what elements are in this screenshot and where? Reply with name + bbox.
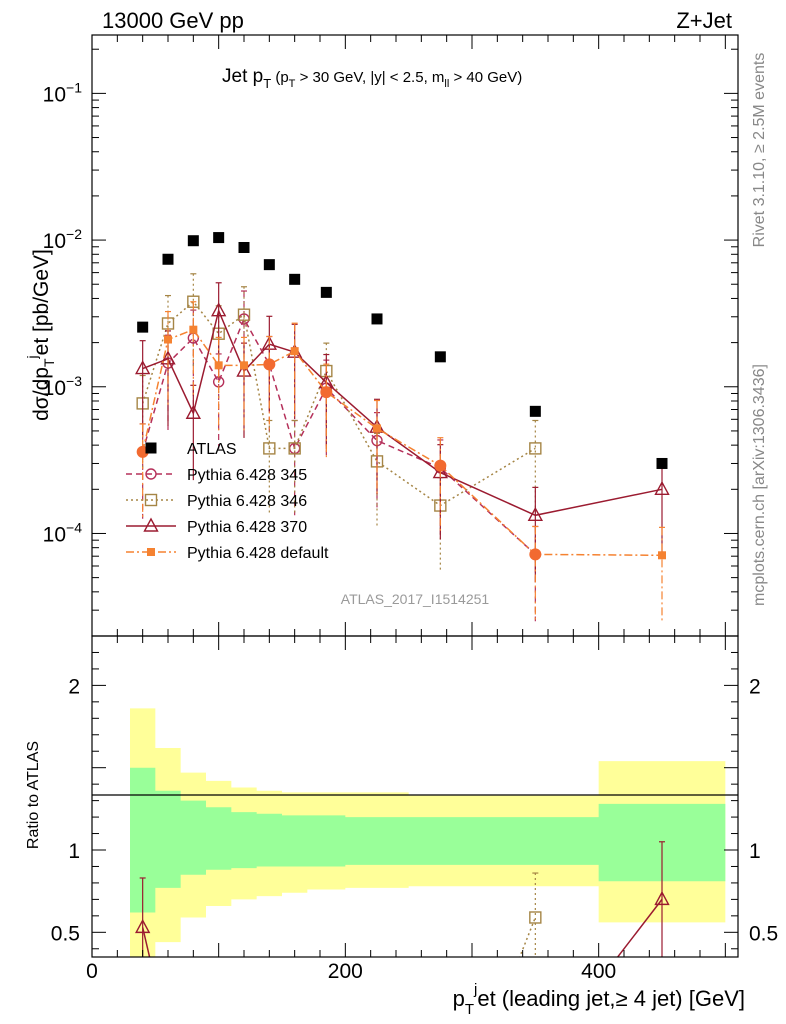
x-axis-label: pTjet (leading jet,≥ 4 jet) [GeV]: [453, 981, 745, 1018]
ratio-xtick-label: 200: [328, 960, 363, 983]
series-point-2: [263, 442, 276, 455]
ratio-ytick-label-right: 2: [749, 675, 761, 698]
series-point-4: [189, 325, 198, 334]
series-point-2: [237, 308, 251, 321]
series-point-4: [240, 361, 248, 370]
ratio-ytick-label-right: 0.5: [749, 922, 778, 945]
legend-label-4: Pythia 6.428 default: [187, 545, 329, 562]
legend-label-0: ATLAS: [187, 441, 237, 458]
series-point-4: [290, 347, 299, 356]
ratio-xtick-label: 400: [581, 960, 616, 983]
ratio-point-0: [134, 918, 151, 934]
series-point-0: [137, 321, 149, 333]
main-panel: 10−1 10−2 10−3 10−4 Jet pT (pT > 30 GeV, |y…: [24, 34, 739, 637]
series-point-4: [658, 551, 666, 560]
header-left: 13000 GeV pp: [102, 8, 244, 33]
series-point-0: [238, 241, 250, 253]
series-point-0: [289, 273, 301, 285]
series-point-2: [288, 442, 301, 455]
series-point-0: [162, 253, 174, 265]
overlap-point: [263, 358, 276, 371]
series-point-3: [134, 360, 151, 375]
ratio-xtick-label: 0: [86, 960, 98, 983]
ratio-ytick-label-left: 1: [68, 840, 80, 863]
series-point-3: [210, 302, 227, 317]
overlap-point: [320, 386, 333, 399]
ratio-ytick-label-right: 1: [749, 840, 761, 863]
series-line-4: [141, 328, 663, 557]
overlap-point: [529, 548, 542, 561]
main-ytick-label: 10−2: [43, 226, 83, 253]
main-title: Jet pT (pT > 30 GeV, |y| < 2.5, mll > 40…: [222, 66, 522, 91]
mcplots-label: mcplots.cern.ch [arXiv:1306.3436]: [751, 364, 768, 606]
ratio-line-0: [141, 898, 663, 957]
overlap-point: [434, 459, 447, 472]
main-ytick-label: 10−3: [43, 373, 83, 400]
ratio-point-0: [654, 890, 670, 906]
series-point-0: [213, 232, 225, 244]
ratio-ytick-label-left: 0.5: [51, 922, 80, 945]
ratio-panel: 0.5 0.5 1 1 2 2 0 200 400 Ratio to ATLAS pTjet …: [25, 635, 778, 1018]
ratio-ytick-label-left: 2: [68, 675, 80, 698]
ratio-frame: [91, 635, 739, 958]
legend-marker-3: [143, 517, 159, 532]
legend: ATLAS Pythia 6.428 345 Pythia 6.428 346 Pyt…: [126, 441, 329, 562]
main-ylabel: dσ/dpTjet [pb/GeV]: [24, 249, 57, 421]
series-point-3: [185, 404, 202, 419]
series-point-2: [529, 442, 542, 455]
legend-label-2: Pythia 6.428 346: [187, 493, 307, 510]
series-point-0: [656, 457, 668, 469]
series-point-0: [371, 313, 383, 325]
series-point-3: [527, 506, 544, 521]
legend-marker-4: [147, 548, 155, 556]
legend-marker-2: [144, 493, 158, 507]
ratio-line-1: [518, 917, 537, 957]
series-point-0: [187, 235, 199, 247]
legend-label-3: Pythia 6.428 370: [187, 519, 307, 536]
main-ytick-label: 10−4: [43, 519, 83, 546]
legend-marker-1: [145, 468, 157, 480]
series-point-4: [373, 424, 381, 433]
ratio-ylabel: Ratio to ATLAS: [25, 741, 42, 849]
ratio-point-1: [529, 911, 542, 924]
rivet-label: Rivet 3.1.10, ≥ 2.5M events: [751, 53, 768, 248]
header-right: Z+Jet: [676, 8, 732, 33]
analysis-id: ATLAS_2017_I1514251: [341, 591, 490, 607]
legend-label-1: Pythia 6.428 345: [187, 467, 307, 484]
legend-marker-0: [145, 442, 157, 454]
series-line-1: [141, 317, 536, 555]
series-point-0: [529, 405, 541, 417]
series-point-0: [320, 286, 332, 298]
series-point-0: [263, 259, 275, 271]
ratio-band-inner: [130, 767, 726, 913]
series-point-4: [214, 361, 223, 370]
series-point-4: [164, 335, 172, 344]
series-line-3: [142, 308, 663, 517]
series-point-3: [654, 480, 670, 496]
series-point-0: [434, 351, 446, 363]
main-ytick-label: 10−1: [43, 79, 83, 106]
series-line-2: [141, 300, 536, 507]
